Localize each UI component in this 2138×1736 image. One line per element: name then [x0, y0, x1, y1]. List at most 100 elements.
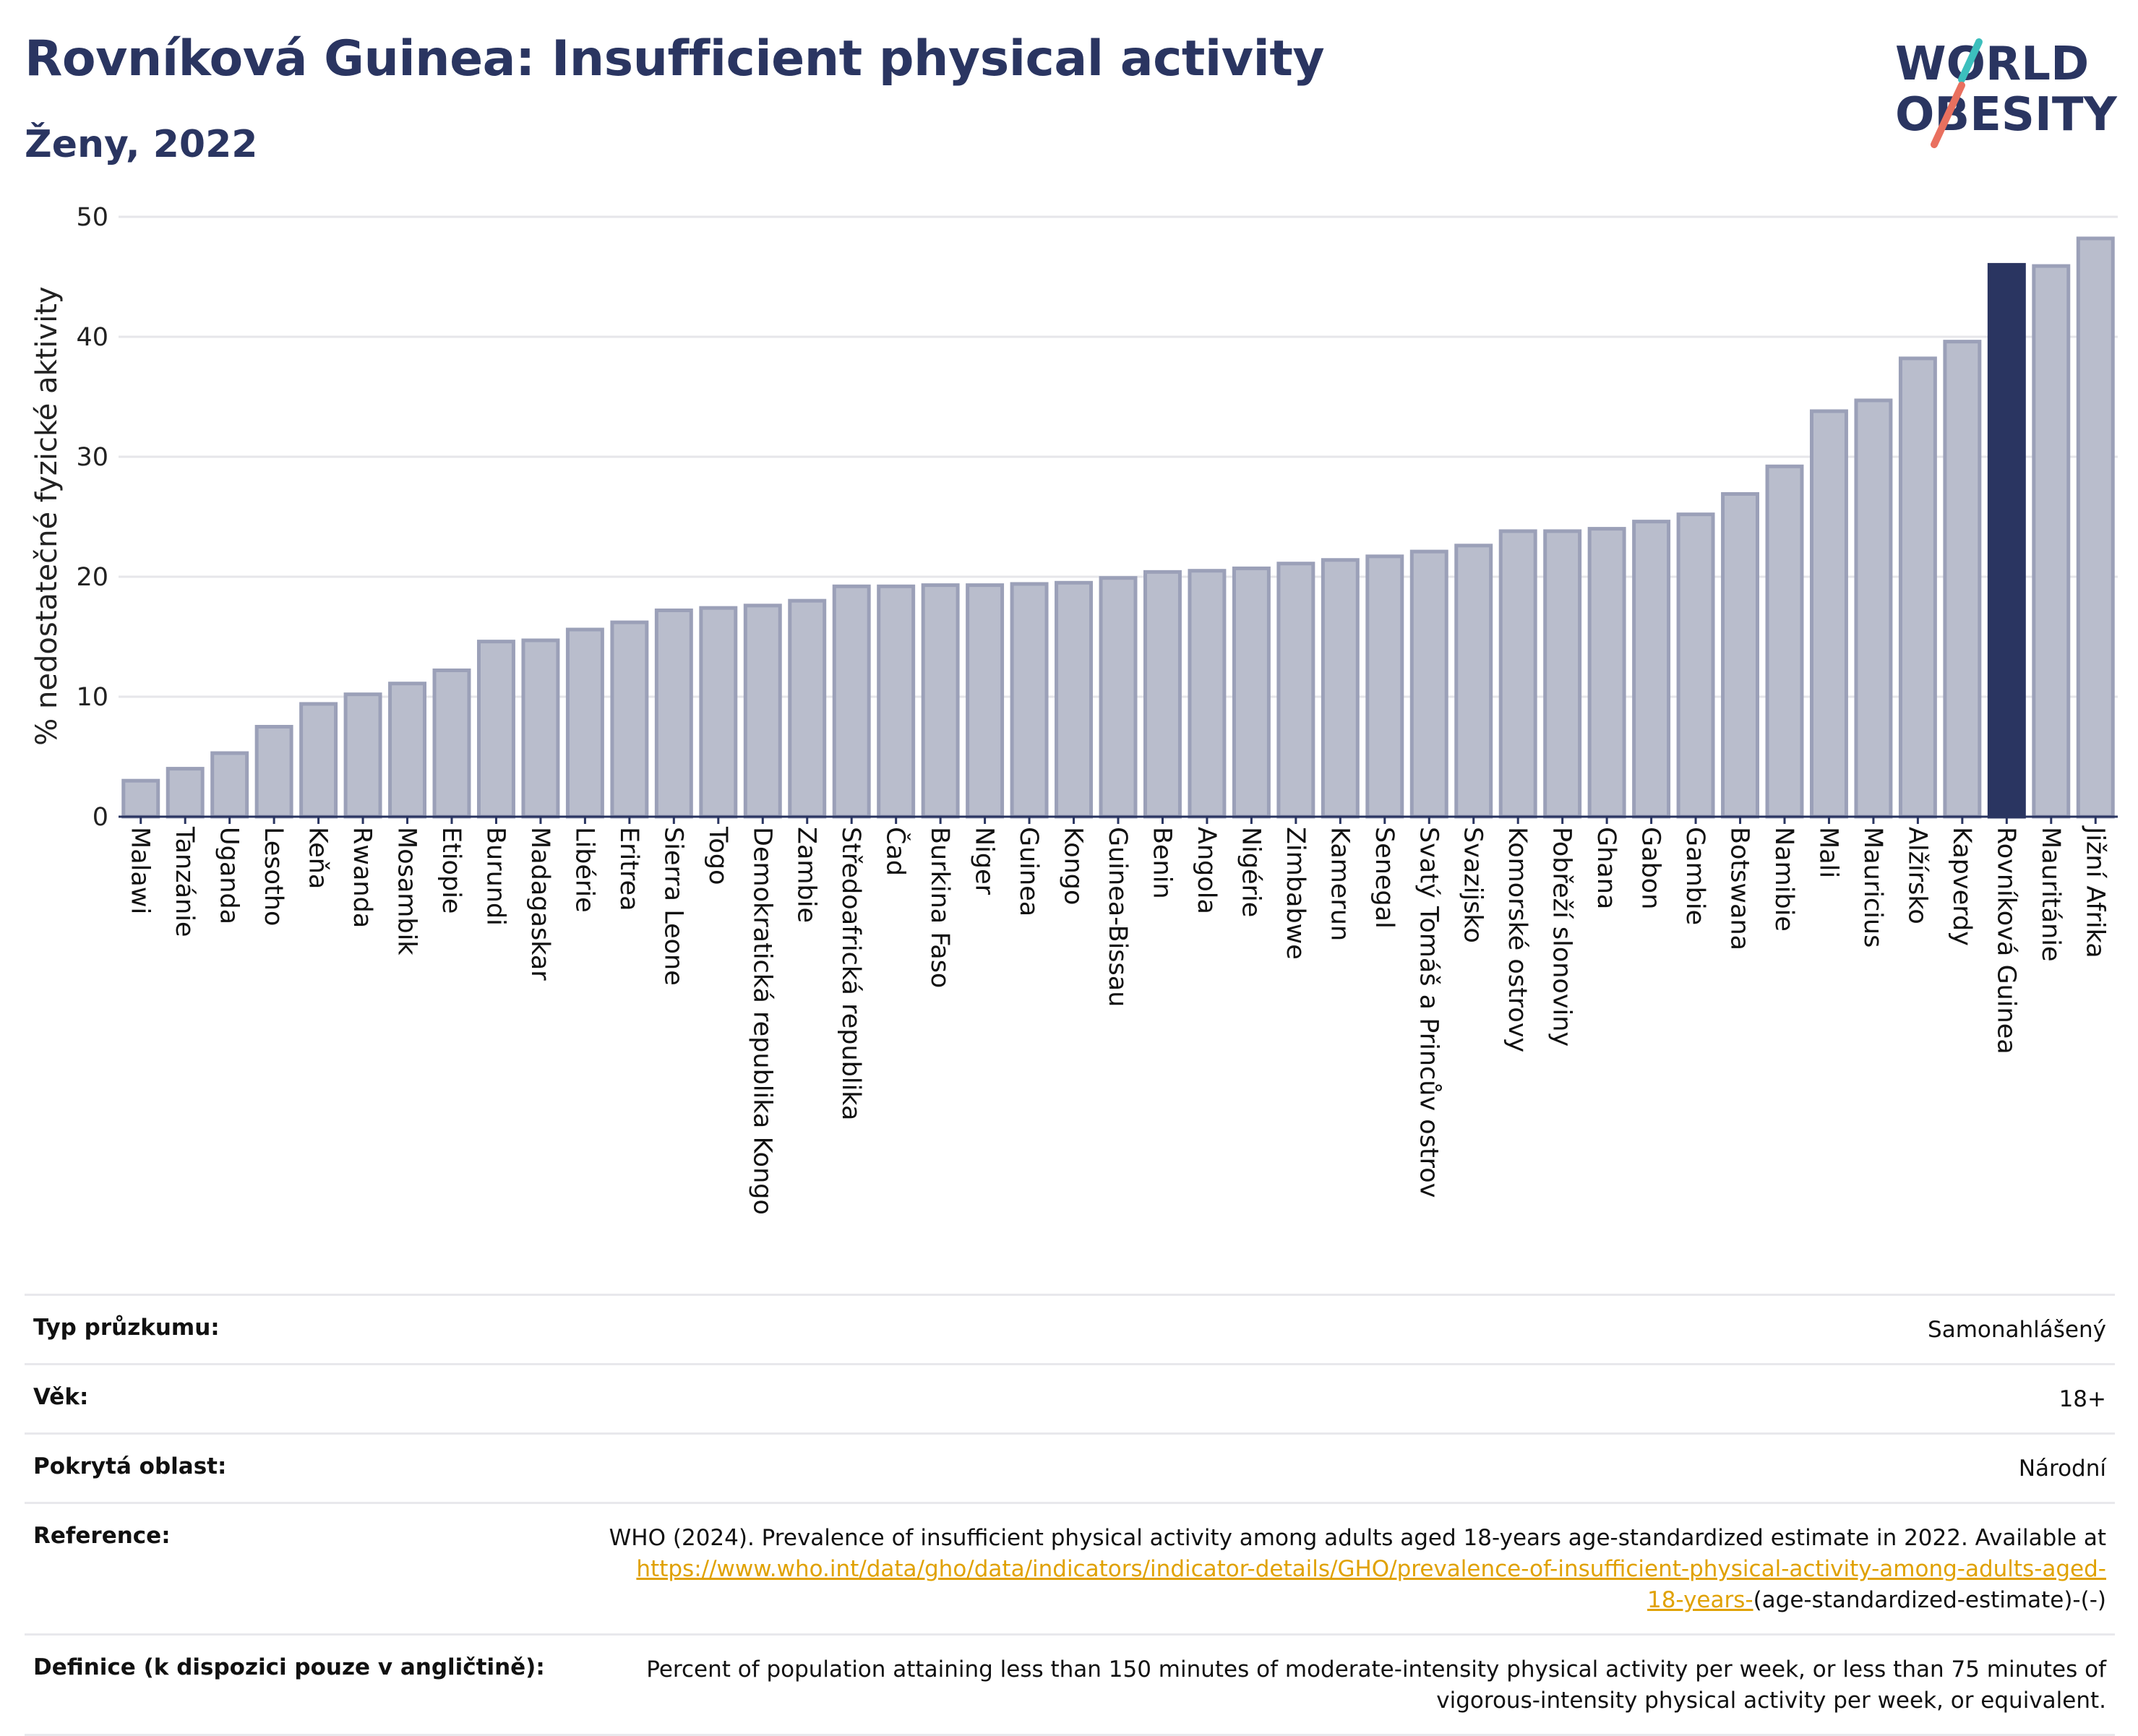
survey-type-label: Typ průzkumu:	[33, 1315, 220, 1341]
x-category-label: Svatý Tomáš a Princův ostrov	[1414, 827, 1443, 1198]
bar	[1765, 464, 1804, 819]
axes	[119, 815, 2118, 824]
bar	[343, 692, 382, 819]
y-tick-label: 20	[76, 563, 108, 592]
reference-link-line2: 18-years-	[1647, 1587, 1753, 1613]
reference-link[interactable]: https://www.who.int/data/gho/data/indica…	[636, 1556, 2106, 1613]
x-category-label: Guinea-Bissau	[1103, 827, 1132, 1007]
x-category-label: Rwanda	[348, 827, 377, 928]
x-category-label: Togo	[703, 826, 732, 885]
y-tick-labels: 0 10 20 30 40 50	[76, 203, 108, 832]
survey-type-value: Samonahlášený	[1928, 1317, 2106, 1343]
info-row-definition: Definice (k dispozici pouze v angličtině…	[25, 1633, 2115, 1736]
bar	[166, 767, 205, 819]
bars	[121, 236, 2115, 819]
y-tick-label: 50	[76, 203, 108, 232]
definition-value: Percent of population attaining less tha…	[646, 1656, 2106, 1714]
y-tick-label: 30	[76, 443, 108, 472]
bar	[1321, 558, 1360, 819]
bar	[1632, 520, 1671, 819]
x-category-label: Malawi	[126, 827, 155, 914]
x-category-label: Burundi	[481, 827, 510, 926]
x-category-label: Mosambik	[392, 827, 421, 955]
bar	[1809, 409, 1848, 819]
x-category-label: Kapverdy	[1947, 827, 1976, 946]
x-category-label: Zambie	[792, 827, 821, 923]
bar	[1232, 566, 1271, 819]
info-table: Typ průzkumu: Samonahlášený Věk: 18+ Pok…	[25, 1294, 2115, 1736]
bar	[521, 638, 560, 819]
bar	[610, 620, 649, 819]
x-category-label: Keňa	[304, 827, 332, 889]
x-category-label: Rovníková Guinea	[1991, 827, 2020, 1054]
x-category-label: Kamerun	[1325, 827, 1354, 941]
bar	[565, 627, 604, 819]
bar	[788, 598, 827, 819]
bar	[1498, 529, 1537, 819]
info-row-reference: Reference: WHO (2024). Prevalence of ins…	[25, 1502, 2115, 1633]
bar	[1854, 398, 1893, 819]
x-category-label: Lesotho	[259, 827, 288, 926]
x-category-label: Eritrea	[614, 827, 643, 911]
bar	[1188, 569, 1227, 819]
bar	[1055, 580, 1094, 819]
reference-suffix: (age-standardized-estimate)-(-)	[1753, 1587, 2106, 1613]
age-value: 18+	[2058, 1386, 2106, 1412]
x-category-label: Botswana	[1725, 827, 1754, 950]
x-category-label: Komorské ostrovy	[1503, 827, 1532, 1052]
coverage-value: Národní	[2018, 1456, 2106, 1482]
x-category-label: Benin	[1147, 827, 1176, 899]
y-tick-label: 40	[76, 323, 108, 352]
x-category-label: Etiopie	[437, 827, 465, 914]
bar	[654, 608, 693, 819]
logo-slash-teal	[1958, 38, 1983, 83]
reference-link-line1: https://www.who.int/data/gho/data/indica…	[636, 1556, 2106, 1582]
x-category-label: Guinea	[1014, 827, 1043, 916]
x-category-label: Namibie	[1769, 827, 1798, 932]
logo-word-world: WORLD	[1895, 38, 2089, 91]
x-category-label: Mali	[1813, 827, 1842, 878]
bar-highlighted	[1987, 262, 2026, 819]
bar	[832, 584, 871, 819]
bar	[1587, 527, 1626, 819]
x-category-label: Niger	[970, 827, 999, 895]
x-category-label: Zimbabwe	[1281, 827, 1310, 960]
bar	[1409, 549, 1448, 819]
bar	[1276, 562, 1315, 819]
bar	[1143, 570, 1182, 819]
bar	[121, 778, 160, 819]
x-category-label: Středoafrická republika	[836, 827, 865, 1120]
x-category-label: Sierra Leone	[658, 827, 687, 986]
bar	[254, 725, 293, 819]
bar	[299, 702, 338, 819]
x-category-label: Burkina Faso	[925, 827, 954, 988]
info-row-coverage: Pokrytá oblast: Národní	[25, 1432, 2115, 1502]
x-category-label: Uganda	[215, 827, 244, 924]
x-category-label: Pobřeží slonoviny	[1547, 827, 1576, 1047]
x-category-label: Gambie	[1680, 827, 1709, 925]
y-axis-title: % nedostatečné fyzické aktivity	[30, 286, 64, 745]
bar	[966, 583, 1005, 819]
logo-slash-coral	[1931, 82, 1965, 148]
x-category-label: Gabon	[1636, 827, 1665, 909]
reference-value: WHO (2024). Prevalence of insufficient p…	[609, 1523, 2106, 1616]
x-category-label: Madagaskar	[525, 827, 554, 981]
bar	[432, 668, 471, 819]
bar	[1543, 529, 1582, 819]
world-obesity-logo: WORLD OBESITY	[1895, 38, 2117, 148]
info-row-age: Věk: 18+	[25, 1363, 2115, 1432]
reference-label: Reference:	[33, 1523, 171, 1549]
x-category-label: Tanzánie	[170, 826, 199, 937]
bar	[2076, 236, 2115, 819]
info-row-survey-type: Typ průzkumu: Samonahlášený	[25, 1294, 2115, 1363]
x-category-label: Čad	[881, 827, 911, 876]
bar	[2032, 264, 2071, 819]
bar	[476, 640, 515, 819]
bar	[1454, 543, 1493, 819]
bar	[210, 751, 249, 819]
coverage-label: Pokrytá oblast:	[33, 1453, 227, 1479]
age-label: Věk:	[33, 1384, 89, 1410]
x-category-label: Libérie	[570, 827, 598, 913]
reference-text: WHO (2024). Prevalence of insufficient p…	[609, 1525, 2106, 1551]
bar	[921, 583, 960, 819]
